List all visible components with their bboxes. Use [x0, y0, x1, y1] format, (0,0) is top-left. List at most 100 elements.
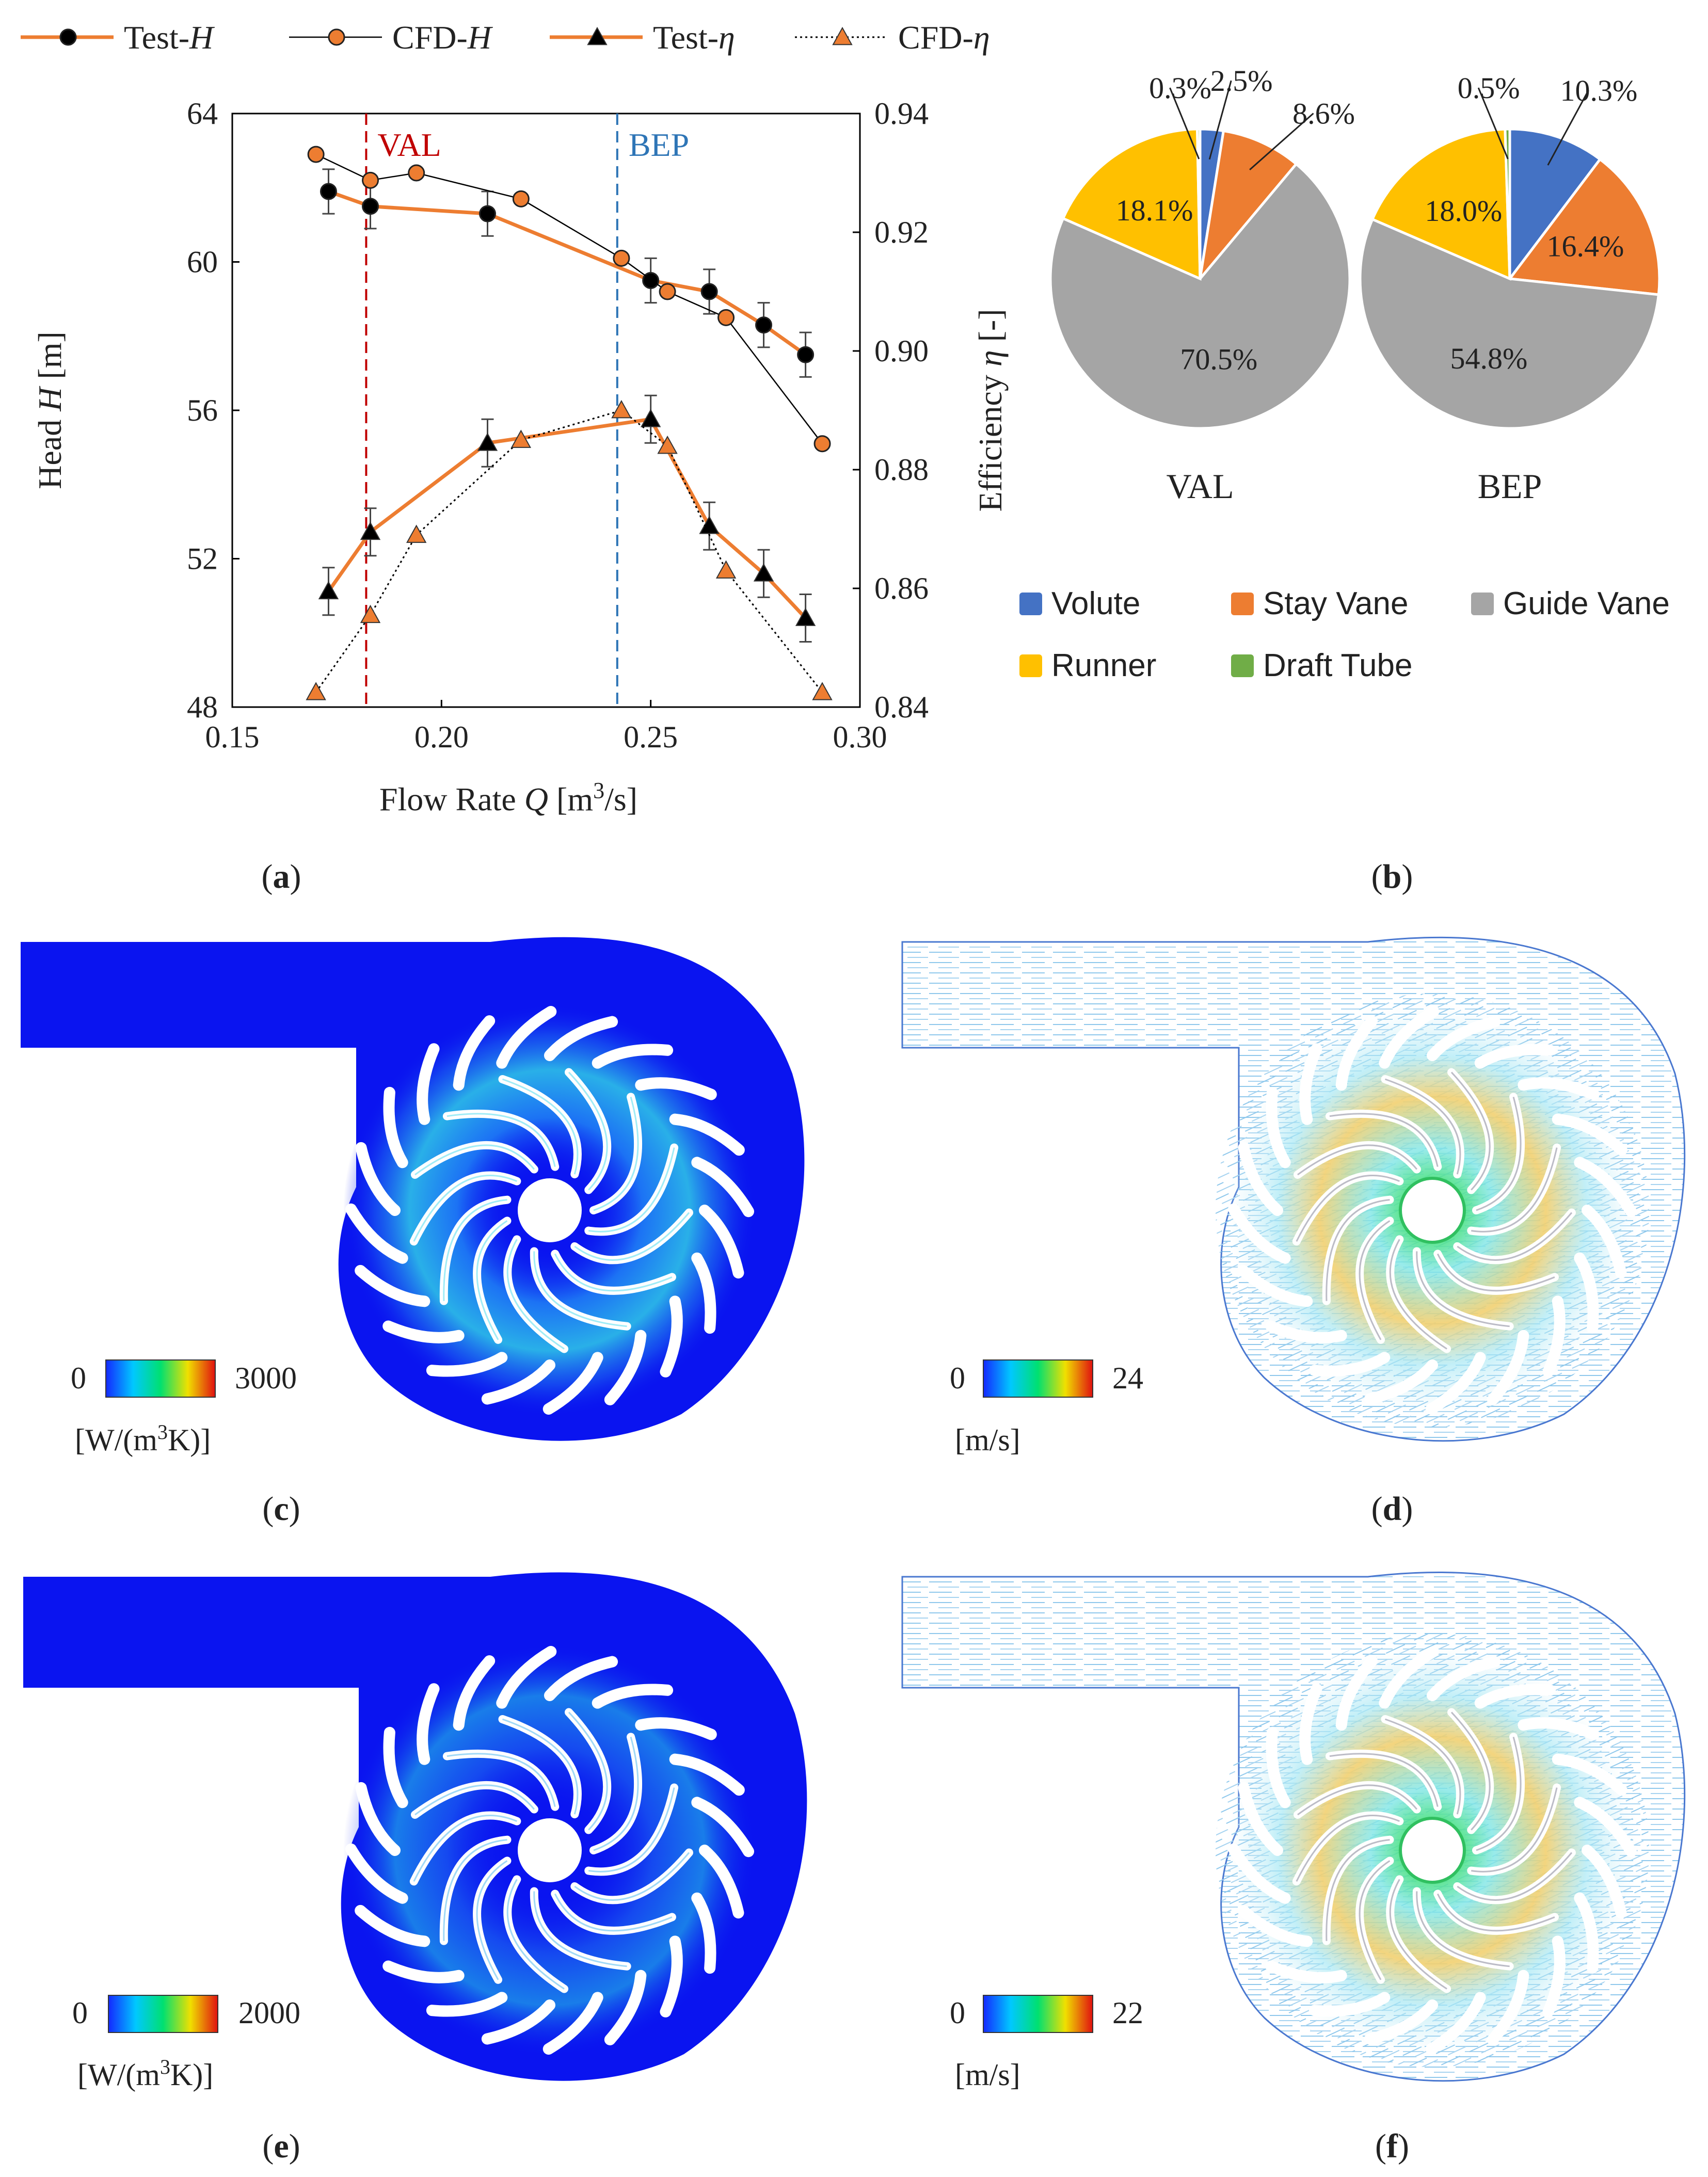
svg-text:[W/(m3K)]: [W/(m3K)] — [75, 1420, 211, 1457]
runner-vane-edge — [1326, 1839, 1390, 1941]
heat-contour-e — [23, 1572, 807, 2081]
data-point — [512, 190, 530, 207]
guide-vane — [691, 1797, 754, 1858]
guide-vane — [1228, 1203, 1291, 1264]
guide-vane — [383, 1086, 408, 1168]
guide-vane — [1487, 1330, 1529, 1405]
y2-tick-label: 0.92 — [874, 215, 929, 249]
y2-tick-label: 0.90 — [874, 334, 929, 368]
guide-vane — [1299, 1043, 1322, 1125]
y-tick-label: 64 — [187, 97, 218, 131]
velocity-vectors-d — [901, 937, 1686, 1442]
data-point — [360, 604, 381, 623]
runner-vane-edge — [554, 1253, 673, 1292]
guide-vane — [635, 1077, 717, 1100]
guide-vane — [1574, 1892, 1599, 1974]
colorbar-f: 0 22 [m/s] — [950, 1995, 1143, 2092]
runner-vane-edge — [476, 1860, 508, 1980]
guide-vane — [635, 1717, 717, 1740]
panel-label-b: (b) — [1371, 858, 1413, 895]
svg-text:[W/(m3K)]: [W/(m3K)] — [77, 2055, 213, 2092]
runner-vane-edge — [574, 1852, 690, 1901]
series-layer — [306, 146, 833, 700]
guide-vane — [355, 1142, 401, 1216]
guide-vane — [1228, 1843, 1291, 1904]
pie-slice — [1508, 127, 1602, 283]
guide-vane — [355, 1904, 430, 1947]
guide-vanes — [345, 1646, 754, 2055]
runner-vanes — [409, 1708, 693, 1993]
pie-label: 18.0% — [1425, 194, 1502, 228]
data-point — [640, 409, 661, 427]
pie-slice — [1195, 127, 1202, 279]
legend-label: Stay Vane — [1263, 586, 1408, 621]
pie-label: 10.3% — [1560, 74, 1638, 107]
runner-vanes — [409, 1068, 693, 1353]
guide-vane — [691, 1892, 716, 1974]
x-tick-label: 0.15 — [205, 720, 260, 754]
leader-line — [1249, 113, 1314, 170]
vline-label-bep: BEP — [629, 126, 689, 163]
pie-label: 54.8% — [1450, 342, 1527, 375]
runner-vane-edge — [1476, 1096, 1522, 1211]
pie-slice — [1359, 217, 1661, 430]
legend-label: Runner — [1051, 648, 1156, 683]
data-point — [477, 433, 498, 451]
runner-vane-edge — [568, 1071, 608, 1191]
data-point — [657, 435, 678, 454]
guide-vane — [1308, 1992, 1391, 2017]
hub — [1399, 1177, 1466, 1244]
data-point — [797, 346, 815, 363]
guide-vane — [1335, 1015, 1378, 1091]
svg-text:2000: 2000 — [238, 1996, 300, 2030]
guide-vane — [1582, 1205, 1627, 1279]
pie-slice — [1504, 127, 1511, 279]
pie-legend: Volute Stay Vane Guide Vane Runner Draft Tub… — [1019, 586, 1670, 683]
legend-swatch — [1019, 593, 1042, 615]
runner-vane-edge — [1471, 1787, 1558, 1872]
y2-tick-label: 0.94 — [874, 97, 929, 131]
runner-vanes — [1292, 1708, 1576, 1993]
data-point — [611, 399, 632, 419]
guide-vane — [592, 1684, 674, 1709]
pie-slice — [1370, 127, 1511, 281]
hub — [1399, 1817, 1466, 1884]
guide-vane — [1335, 1655, 1378, 1731]
guide-vane — [699, 1205, 744, 1279]
legend-label: CFD-η — [898, 19, 990, 56]
guide-vanes — [345, 1006, 754, 1415]
guide-vane — [1266, 1086, 1291, 1168]
legend-swatch — [1471, 593, 1494, 615]
svg-text:[m/s]: [m/s] — [955, 2058, 1020, 2092]
runner-vane-edge — [568, 1711, 608, 1831]
runner-blades — [1228, 1006, 1637, 1415]
guide-vane — [1582, 1845, 1627, 1919]
guide-vane — [1474, 1684, 1556, 1709]
series-cfd-eta — [306, 399, 833, 700]
runner-vanes — [1292, 1068, 1576, 1353]
y2-axis-label: Efficiency η [-] — [972, 309, 1009, 511]
legend-label: CFD-H — [392, 19, 493, 56]
svg-text:0: 0 — [71, 1361, 86, 1395]
svg-text:[m/s]: [m/s] — [955, 1423, 1020, 1457]
legend-label: Volute — [1051, 586, 1140, 621]
runner-vane-edge — [443, 1839, 507, 1941]
guide-vane — [1266, 1726, 1291, 1808]
svg-text:3000: 3000 — [235, 1361, 297, 1395]
legend-swatch — [1231, 593, 1254, 615]
hub — [518, 1818, 582, 1882]
x-tick-label: 0.25 — [624, 720, 678, 754]
guide-vane — [1379, 1006, 1440, 1069]
runner-vane-edge — [414, 1144, 535, 1176]
panel-label-a: (a) — [262, 858, 301, 895]
guide-vane — [1265, 1320, 1347, 1343]
data-point — [408, 164, 425, 182]
data-point — [307, 146, 325, 163]
guide-vane — [604, 1330, 647, 1405]
data-point — [362, 198, 379, 215]
guide-vane — [691, 1252, 716, 1334]
runner-vane-edge — [554, 1893, 673, 1932]
data-point — [479, 205, 497, 222]
pie-label: 18.1% — [1116, 194, 1193, 227]
panel-label-d: (d) — [1371, 1490, 1413, 1528]
